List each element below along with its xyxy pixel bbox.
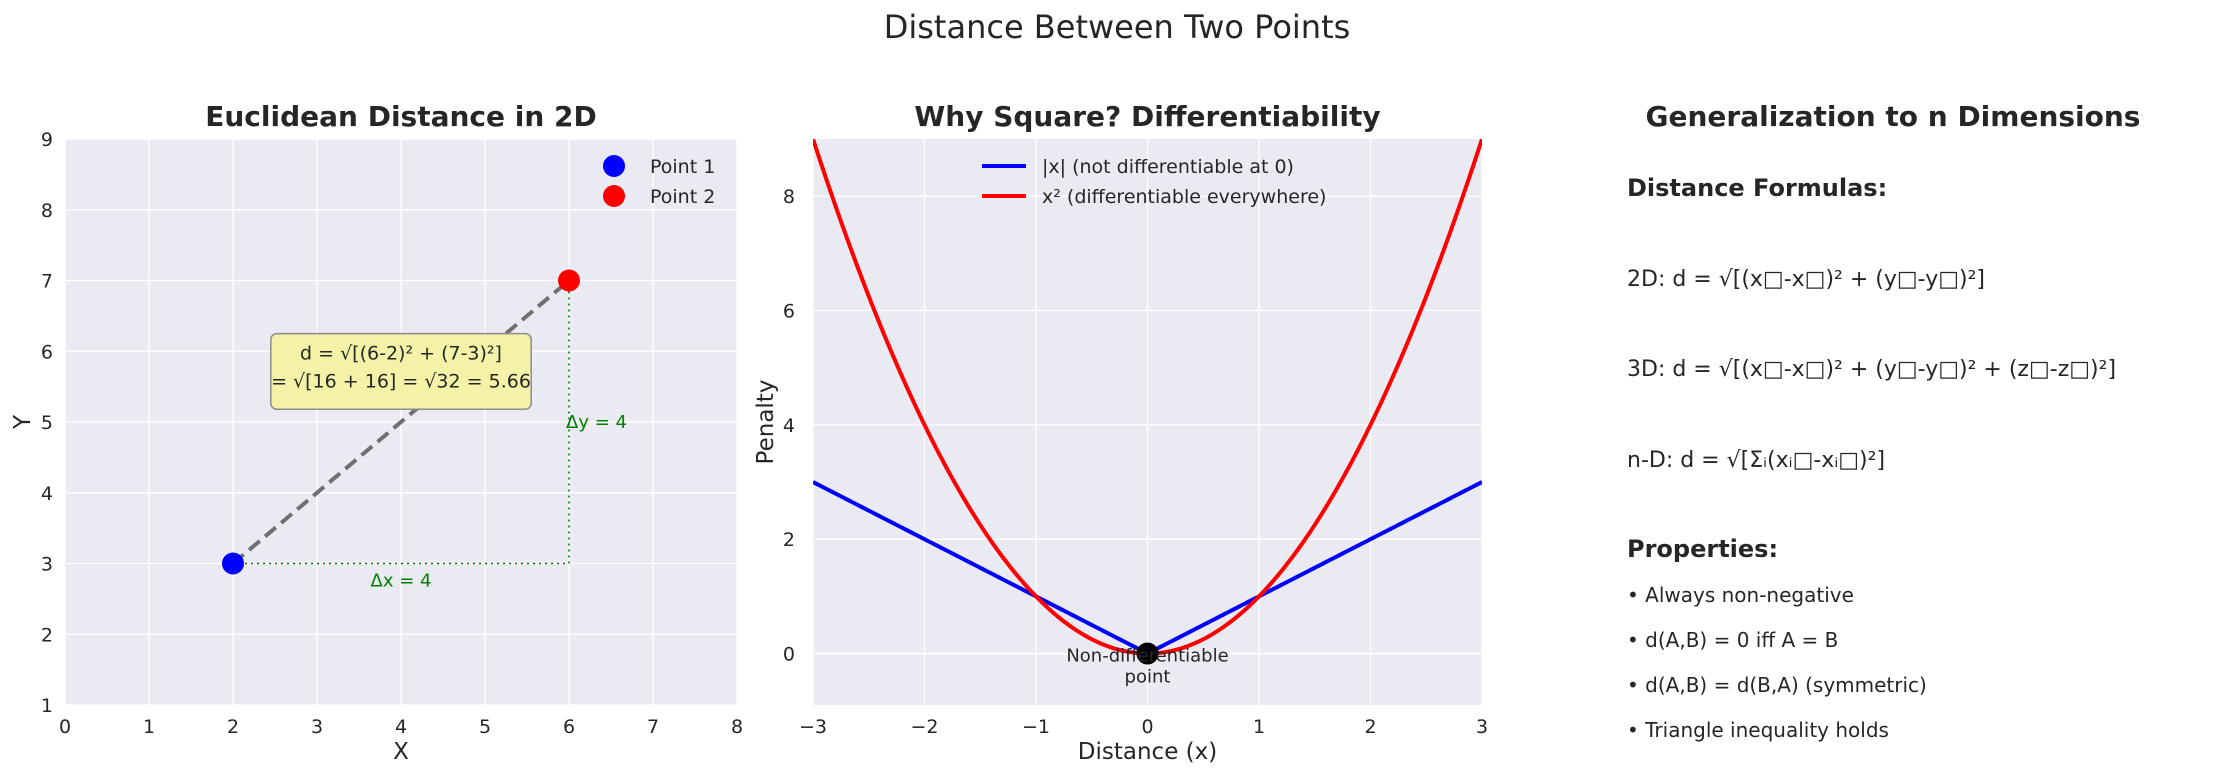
panel2-xtick-label: −1 xyxy=(1022,716,1050,738)
panel1-xtick-label: 0 xyxy=(59,716,71,738)
panel-differentiability: −3 −2 −1 0 1 2 3 0 2 4 6 8 Why Square? Differentiab… xyxy=(753,100,1488,765)
panel3-properties-heading: Properties: xyxy=(1627,535,1778,563)
panel1-xtick-label: 8 xyxy=(731,716,743,738)
panel2-xtick-label: 1 xyxy=(1253,716,1265,738)
panel1-ytick-label: 7 xyxy=(41,271,53,293)
panel1-ytick-label: 3 xyxy=(41,554,53,576)
legend-point1-marker xyxy=(603,155,625,177)
panel2-xtick-label: 0 xyxy=(1141,716,1153,738)
panel1-xtick-label: 6 xyxy=(563,716,575,738)
delta-y-label: Δy = 4 xyxy=(566,412,627,433)
point1-marker xyxy=(222,552,244,575)
legend-point2-label: Point 2 xyxy=(650,186,715,208)
panel2-ytick-label: 2 xyxy=(783,529,795,551)
panel3-formula-nd: n-D: d = √[Σᵢ(xᵢ□-xᵢ□)²] xyxy=(1627,448,1885,473)
panel2-ytick-label: 6 xyxy=(783,301,795,323)
panel3-property: • d(A,B) = 0 iff A = B xyxy=(1627,628,1838,652)
panel3-formula-2d: 2D: d = √[(x□-x□)² + (y□-y□)²] xyxy=(1627,267,1985,292)
panel1-ytick-label: 4 xyxy=(41,483,53,505)
panel1-legend: Point 1 Point 2 xyxy=(603,155,715,208)
formula-annotation-line2: = √[16 + 16] = √32 = 5.66 xyxy=(271,371,531,393)
panel2-xtick-label: 3 xyxy=(1476,716,1488,738)
panel1-ytick-label: 1 xyxy=(41,695,53,717)
panel3-property: • d(A,B) = d(B,A) (symmetric) xyxy=(1627,673,1927,697)
panel2-ylabel: Penalty xyxy=(753,380,779,465)
panel1-xtick-label: 2 xyxy=(227,716,239,738)
legend-point2-marker xyxy=(603,185,625,207)
panel3-property: • Always non-negative xyxy=(1627,583,1854,607)
panel2-tick-labels: −3 −2 −1 0 1 2 3 0 2 4 6 8 xyxy=(783,186,1488,738)
figure-suptitle: Distance Between Two Points xyxy=(884,8,1351,46)
panel1-ytick-label: 5 xyxy=(41,412,53,434)
panel2-xtick-label: −2 xyxy=(910,716,938,738)
panel1-xtick-label: 4 xyxy=(395,716,407,738)
panel2-legend: |x| (not differentiable at 0) x² (differe… xyxy=(982,156,1326,208)
legend-abs-label: |x| (not differentiable at 0) xyxy=(1042,156,1294,178)
formula-annotation-line1: d = √[(6-2)² + (7-3)²] xyxy=(300,343,502,365)
panel1-ytick-label: 8 xyxy=(41,200,53,222)
formula-annotation-box xyxy=(270,332,532,411)
non-differentiable-label-line2: point xyxy=(1125,667,1171,688)
panel3-property: • Triangle inequality holds xyxy=(1627,718,1889,742)
panel1-marks: Δx = 4 Δy = 4 d = √[(6-2)² + (7-3)²] = √[16… xyxy=(222,269,627,592)
panel1-ytick-label: 6 xyxy=(41,341,53,363)
panel-generalization: Generalization to n Dimensions Distance … xyxy=(1627,100,2140,742)
panel2-xlabel: Distance (x) xyxy=(1078,739,1217,765)
distance-dashed-line xyxy=(231,278,571,566)
panel1-ytick-label: 2 xyxy=(41,624,53,646)
non-differentiable-marker xyxy=(1136,642,1159,665)
legend-point1-label: Point 1 xyxy=(650,156,715,178)
panel2-ytick-label: 8 xyxy=(783,186,795,208)
panel3-formula-3d: 3D: d = √[(x□-x□)² + (y□-y□)² + (z□-z□)²… xyxy=(1627,357,2116,382)
legend-square-label: x² (differentiable everywhere) xyxy=(1042,186,1326,208)
non-differentiable-label-line1: Non-differentiable xyxy=(1066,646,1228,667)
panel1-xtick-label: 1 xyxy=(143,716,155,738)
panel1-ylabel: Y xyxy=(10,414,36,430)
panel2-xtick-label: 2 xyxy=(1364,716,1376,738)
panel2-title: Why Square? Differentiability xyxy=(914,100,1380,133)
point2-marker xyxy=(558,269,580,292)
panel1-xtick-label: 3 xyxy=(311,716,323,738)
delta-x-label: Δx = 4 xyxy=(371,571,432,592)
panel1-xtick-label: 5 xyxy=(479,716,491,738)
panel1-title: Euclidean Distance in 2D xyxy=(205,100,597,133)
panel2-ytick-label: 0 xyxy=(783,644,795,666)
panel2-xtick-label: −3 xyxy=(799,716,827,738)
panel1-ytick-label: 9 xyxy=(41,129,53,151)
panel1-xlabel: X xyxy=(393,739,409,765)
panel2-ytick-label: 4 xyxy=(783,415,795,437)
panel3-title: Generalization to n Dimensions xyxy=(1646,100,2141,133)
panel1-xtick-label: 7 xyxy=(647,716,659,738)
panel3-formulas-heading: Distance Formulas: xyxy=(1627,174,1887,202)
